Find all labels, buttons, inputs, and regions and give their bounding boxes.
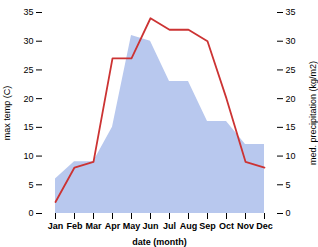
svg-text:30: 30 <box>23 36 33 46</box>
svg-text:Jun: Jun <box>142 221 158 231</box>
svg-text:Feb: Feb <box>66 221 83 231</box>
svg-text:May: May <box>123 221 141 231</box>
svg-text:Aug: Aug <box>180 221 198 231</box>
svg-text:20: 20 <box>286 94 296 104</box>
svg-text:5: 5 <box>286 180 291 190</box>
svg-text:Jul: Jul <box>163 221 176 231</box>
svg-text:max temp (C): max temp (C) <box>2 86 12 141</box>
svg-text:date (month): date (month) <box>132 237 187 247</box>
svg-text:Oct: Oct <box>219 221 234 231</box>
svg-text:Apr: Apr <box>105 221 121 231</box>
svg-text:25: 25 <box>286 65 296 75</box>
svg-text:Sep: Sep <box>199 221 216 231</box>
svg-text:Jan: Jan <box>48 221 64 231</box>
svg-text:5: 5 <box>28 180 33 190</box>
svg-text:0: 0 <box>28 208 33 218</box>
svg-text:10: 10 <box>286 151 296 161</box>
svg-text:Dec: Dec <box>256 221 273 231</box>
svg-text:15: 15 <box>286 122 296 132</box>
svg-text:Nov: Nov <box>237 221 254 231</box>
svg-text:35: 35 <box>286 7 296 17</box>
svg-text:15: 15 <box>23 122 33 132</box>
svg-text:20: 20 <box>23 94 33 104</box>
svg-text:30: 30 <box>286 36 296 46</box>
svg-text:10: 10 <box>23 151 33 161</box>
svg-text:med. precipitation (kg/m2): med. precipitation (kg/m2) <box>308 61 318 165</box>
svg-text:25: 25 <box>23 65 33 75</box>
svg-text:Mar: Mar <box>85 221 102 231</box>
svg-text:35: 35 <box>23 7 33 17</box>
svg-text:0: 0 <box>286 208 291 218</box>
